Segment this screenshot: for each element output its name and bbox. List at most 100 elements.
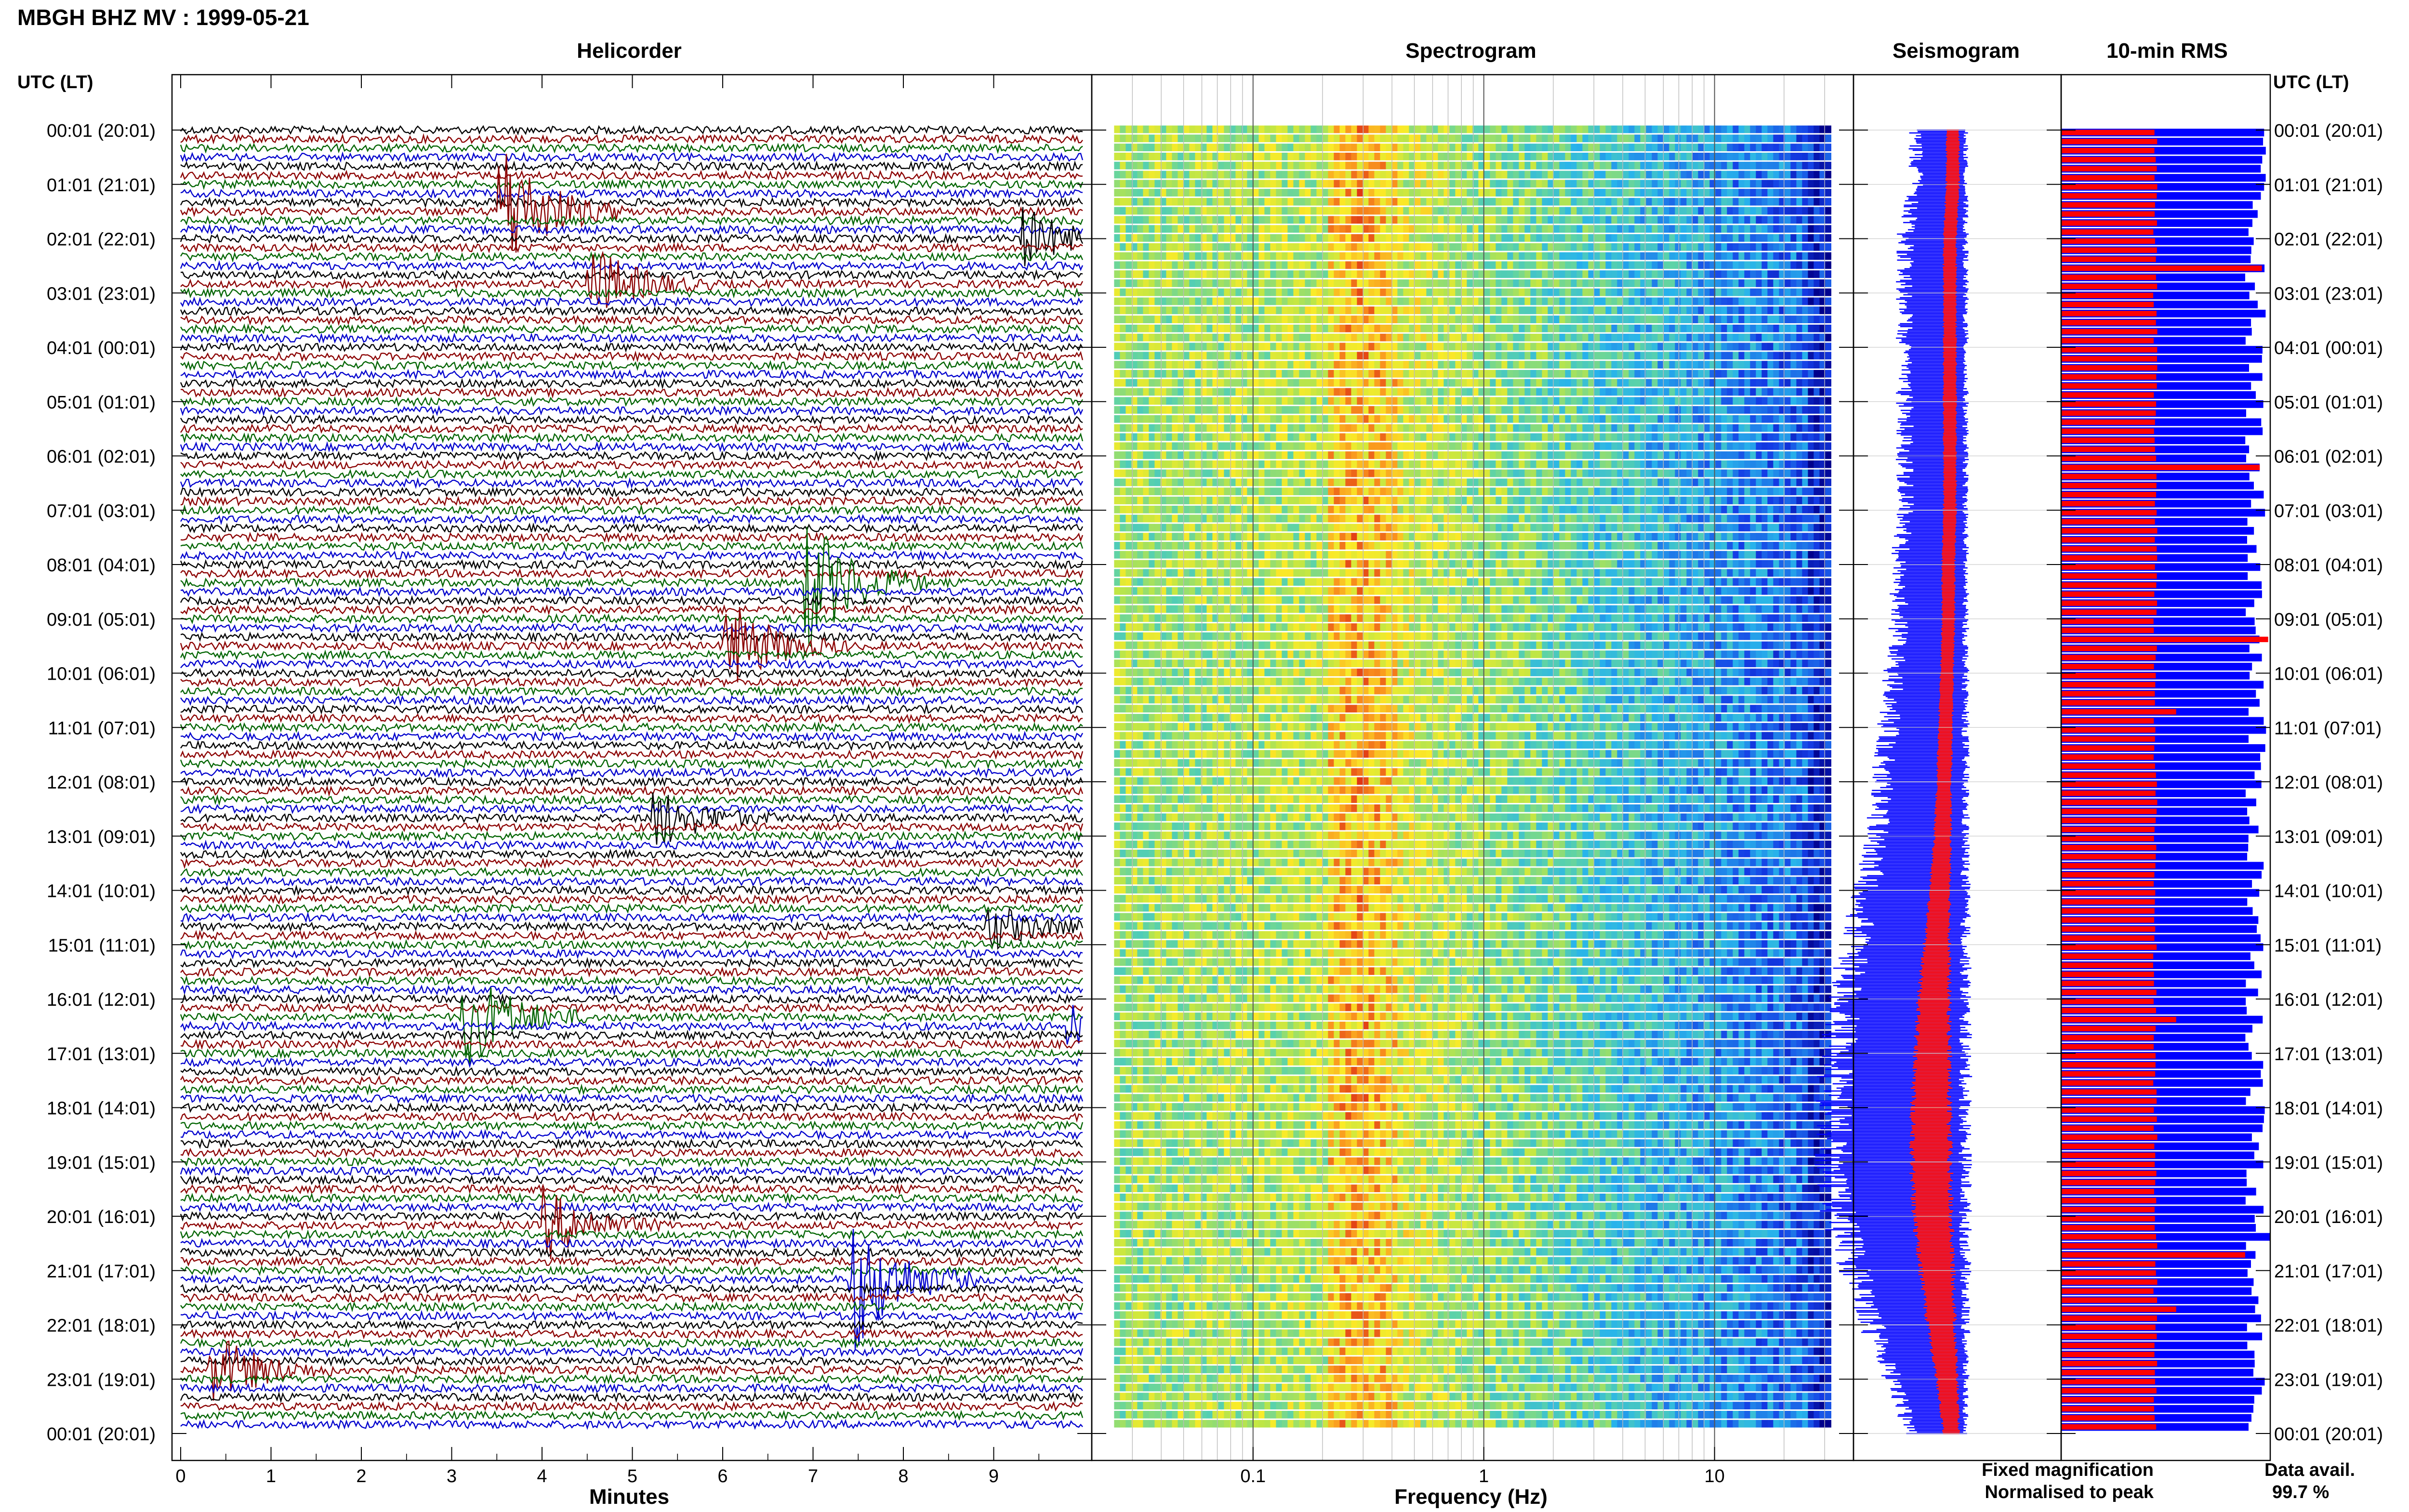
rms-normalised-bar: [2061, 999, 2154, 1004]
helicorder-trace: [180, 540, 1084, 552]
rms-normalised-bar: [2061, 808, 2157, 815]
helicorder-trace: [180, 1419, 1083, 1430]
spectrogram-row: [1114, 750, 1831, 758]
spectrogram-row: [1114, 858, 1831, 867]
time-label-left: 17:01 (13:01): [47, 1044, 156, 1065]
rms-normalised-bar: [2061, 854, 2156, 860]
rms-normalised-bar: [2061, 926, 2156, 932]
time-label-right: 11:01 (07:01): [2274, 718, 2382, 738]
spectrogram-row: [1114, 442, 1831, 450]
helicorder-trace: [180, 604, 1084, 616]
spectrogram-row: [1114, 1194, 1831, 1201]
spectrogram-row: [1114, 514, 1831, 523]
spectrogram-row: [1114, 587, 1831, 595]
rms-normalised-bar: [2061, 872, 2155, 878]
helicorder-trace: [180, 1256, 1083, 1267]
spectrogram-row: [1114, 759, 1831, 767]
spectrogram-row: [1114, 252, 1831, 260]
rms-normalised-bar: [2061, 1379, 2155, 1384]
spectrogram-row: [1114, 1338, 1831, 1346]
helicorder-trace: [180, 1301, 1084, 1313]
spectrogram-row: [1114, 1184, 1831, 1192]
spectrogram-row: [1114, 1302, 1831, 1310]
rms-normalised-bar: [2061, 1342, 2155, 1348]
rms-normalised-bar: [2061, 1207, 2155, 1212]
legend-normalised-to-peak: Normalised to peak: [1985, 1482, 2154, 1502]
spectrogram-row: [1114, 1112, 1831, 1120]
helicorder-x-tick-label: 8: [898, 1466, 908, 1486]
time-axis-title-right: UTC (LT): [2273, 72, 2349, 92]
helicorder-x-tick-label: 3: [447, 1466, 457, 1486]
rms-normalised-bar: [2061, 356, 2157, 362]
helicorder-trace: [180, 1183, 1083, 1196]
helicorder-trace: [180, 1029, 1083, 1041]
rms-normalised-bar: [2061, 1234, 2156, 1240]
rms-normalised-bar: [2061, 1261, 2156, 1267]
helicorder-trace: [180, 187, 1083, 199]
helicorder-trace: [180, 567, 1084, 579]
time-label-right: 13:01 (09:01): [2274, 827, 2383, 847]
rms-normalised-bar: [2061, 528, 2158, 534]
helicorder-trace: [180, 649, 1083, 661]
rms-normalised-bar: [2061, 175, 2155, 181]
rms-normalised-bar: [2061, 483, 2157, 488]
helicorder-trace: [180, 504, 1083, 516]
rms-normalised-bar: [2061, 292, 2154, 298]
helicorder-trace: [180, 142, 1083, 154]
rms-normalised-bar: [2061, 157, 2156, 163]
rms-normalised-bar: [2061, 890, 2156, 896]
spectrogram-row: [1114, 497, 1831, 504]
helicorder-trace: [180, 713, 1083, 724]
time-label-right: 22:01 (18:01): [2274, 1316, 2383, 1336]
helicorder-x-tick-label: 2: [356, 1466, 366, 1486]
time-label-left: 21:01 (17:01): [47, 1262, 156, 1282]
rms-normalised-bar: [2061, 537, 2155, 543]
time-label-left: 16:01 (12:01): [47, 990, 156, 1010]
spectrogram-row: [1114, 732, 1831, 740]
spectrogram-row: [1114, 894, 1831, 903]
spectrogram-row: [1114, 1094, 1831, 1102]
helicorder-trace: [180, 1210, 1083, 1222]
rms-normalised-bar: [2061, 980, 2154, 986]
helicorder-trace: [180, 1074, 1084, 1086]
spectrogram-row: [1114, 1166, 1831, 1174]
rms-normalised-bar: [2061, 672, 2156, 679]
spectrogram-row: [1114, 1148, 1831, 1156]
helicorder-trace: [180, 1328, 1083, 1340]
spectrogram-row: [1114, 822, 1831, 830]
spectrogram-row: [1114, 388, 1831, 396]
spectrogram-row: [1114, 913, 1831, 921]
spectrogram-row: [1114, 904, 1831, 912]
helicorder-trace: [180, 207, 1084, 266]
helicorder-trace: [180, 559, 1084, 570]
rms-normalised-bar: [2061, 564, 2155, 570]
helicorder-trace: [180, 486, 1084, 498]
spectrogram-row: [1114, 1293, 1831, 1301]
spectrogram-row: [1114, 406, 1831, 414]
rms-normalised-bar: [2061, 1053, 2156, 1059]
spectrogram-row: [1114, 297, 1831, 305]
spectrogram-row: [1114, 1266, 1831, 1274]
spectrogram-row: [1114, 451, 1831, 459]
spectrogram-row: [1114, 605, 1831, 613]
spectrogram-row: [1114, 804, 1831, 812]
figure-title: MBGH BHZ MV : 1999-05-21: [17, 5, 309, 30]
helicorder-trace: [180, 830, 1084, 842]
helicorder-trace: [180, 839, 1084, 851]
helicorder-trace: [180, 1247, 1083, 1258]
spectrogram-row: [1114, 1347, 1831, 1355]
rms-normalised-bar: [2061, 881, 2154, 887]
spectrogram-row: [1114, 686, 1831, 695]
rms-normalised-bar: [2061, 193, 2157, 199]
time-label-right: 01:01 (21:01): [2274, 175, 2383, 196]
rms-normalised-bar: [2061, 1197, 2157, 1204]
rms-normalised-bar: [2061, 1180, 2156, 1185]
time-label-left: 23:01 (19:01): [47, 1370, 156, 1390]
spectrogram-row: [1114, 714, 1831, 722]
helicorder-trace: [180, 848, 1084, 860]
helicorder-trace: [180, 386, 1084, 399]
helicorder-trace: [180, 1340, 1083, 1401]
spectrogram-row: [1114, 614, 1831, 622]
rms-normalised-bar: [2061, 754, 2154, 760]
